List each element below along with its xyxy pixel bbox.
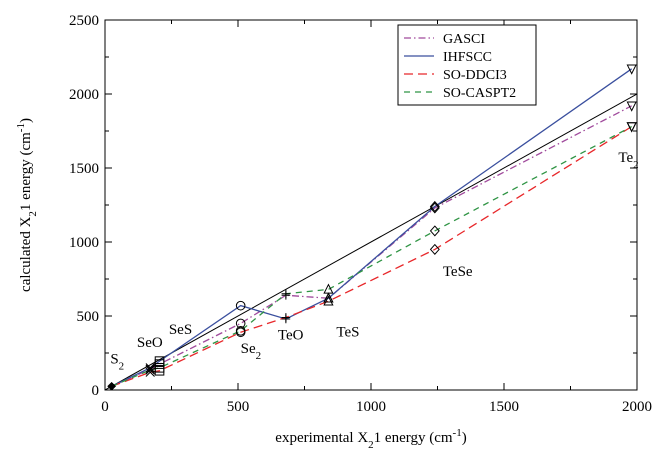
annotation-teo: TeO bbox=[278, 328, 304, 344]
marker-square-so-caspt2 bbox=[154, 363, 165, 373]
marker-diamond-so-ddci3 bbox=[429, 243, 440, 255]
marker-cross-so-ddci3 bbox=[145, 367, 155, 377]
annotation-ses: SeS bbox=[169, 322, 192, 338]
marker-triangle-down-gasci bbox=[626, 101, 637, 112]
legend: GASCI IHFSCC SO-DDCI3 SO-CASPT2 bbox=[397, 24, 537, 106]
y-axis-title: calculated X21 energy (cm-1) bbox=[15, 118, 39, 292]
x-axis-title-superscript: -1 bbox=[453, 427, 462, 439]
reference-line bbox=[105, 93, 637, 390]
annotation-te2-subscript: 2 bbox=[633, 159, 639, 171]
annotation-se2-text: Se bbox=[241, 341, 256, 357]
marker-triangle-up-ihfscc bbox=[323, 292, 334, 303]
y-tick-label: 0 bbox=[92, 383, 100, 399]
x-axis-title-text: experimental X bbox=[275, 430, 368, 446]
marker-triangle-down-ihfscc bbox=[626, 64, 637, 75]
y-tick-label: 1500 bbox=[69, 161, 99, 177]
annotation-se2-subscript: 2 bbox=[256, 350, 262, 362]
annotation-ses-text: SeS bbox=[169, 322, 192, 338]
y-tick-label: 2000 bbox=[69, 87, 99, 103]
marker-triangle-up-so-ddci3 bbox=[323, 295, 334, 306]
legend-label-so-ddci3: SO-DDCI3 bbox=[443, 68, 507, 83]
marker-diamond-ihfscc bbox=[429, 200, 440, 213]
x-tick-label: 500 bbox=[227, 399, 250, 415]
x-axis-title-subscript: 2 bbox=[368, 439, 374, 451]
annotation-te2: Te2 bbox=[618, 150, 638, 171]
x-axis-title: experimental X21 energy (cm-1) bbox=[275, 427, 466, 451]
x-tick-label: 0 bbox=[101, 399, 109, 415]
x-tick-label: 1500 bbox=[489, 399, 519, 415]
y-tick-label: 2500 bbox=[69, 13, 99, 29]
legend-label-gasci: GASCI bbox=[443, 32, 485, 47]
marker-s2-so-caspt2 bbox=[107, 382, 116, 390]
annotation-se2: Se2 bbox=[241, 341, 262, 362]
y-axis-title-text-3: ) bbox=[18, 118, 34, 123]
marker-cross-so-caspt2 bbox=[145, 365, 155, 375]
annotation-tes: TeS bbox=[336, 325, 359, 341]
y-tick-label: 500 bbox=[77, 309, 100, 325]
annotation-tes-text: TeS bbox=[336, 325, 359, 341]
series-line-so-ddci3 bbox=[111, 126, 633, 387]
x-tick-label: 2000 bbox=[622, 399, 652, 415]
y-axis-title-text-2: 1 energy (cm bbox=[18, 132, 34, 211]
marker-triangle-up-so-caspt2 bbox=[323, 283, 334, 294]
legend-label-so-caspt2: SO-CASPT2 bbox=[443, 86, 516, 101]
annotation-teo-text: TeO bbox=[278, 328, 304, 344]
annotation-seo-text: SeO bbox=[137, 335, 163, 351]
marker-plus-so-ddci3 bbox=[281, 313, 291, 322]
marker-plus-so-caspt2 bbox=[281, 289, 291, 299]
y-tick-label: 1000 bbox=[69, 235, 99, 251]
series-line-so-caspt2 bbox=[111, 125, 632, 387]
series-line-ihfscc bbox=[111, 68, 633, 387]
marker-circle-so-caspt2 bbox=[235, 326, 246, 336]
axes-layer: 0 500 1000 1500 2000 0 500 1000 1500 2000 2500 expe… bbox=[15, 13, 652, 451]
annotation-s2-text: S bbox=[110, 351, 118, 367]
markers bbox=[107, 64, 637, 390]
y-axis-title-subscript: 2 bbox=[27, 211, 39, 217]
y-axis-title-text: calculated X bbox=[18, 216, 34, 292]
marker-diamond-gasci bbox=[429, 202, 440, 214]
marker-triangle-down-so-caspt2 bbox=[626, 122, 637, 133]
marker-diamond-so-caspt2 bbox=[429, 225, 440, 237]
y-axis-title-superscript: -1 bbox=[15, 123, 27, 132]
annotation-tese-text: TeSe bbox=[443, 264, 473, 280]
x-axis-title-text-3: ) bbox=[462, 430, 467, 446]
marker-cross-ihfscc bbox=[145, 363, 155, 373]
series-line-gasci bbox=[111, 105, 632, 387]
x-axis-title-text-2: 1 energy (cm bbox=[374, 430, 453, 446]
marker-square-ihfscc bbox=[154, 356, 165, 366]
annotation-s2: S2 bbox=[110, 351, 124, 372]
plot-layer bbox=[105, 64, 637, 390]
annotation-tese: TeSe bbox=[443, 264, 473, 280]
legend-label-ihfscc: IHFSCC bbox=[443, 50, 492, 65]
marker-cross-gasci bbox=[145, 364, 155, 374]
annotation-te2-text: Te bbox=[618, 150, 633, 166]
marker-circle-ihfscc bbox=[235, 300, 246, 311]
x-tick-label: 1000 bbox=[356, 399, 386, 415]
annotation-s2-subscript: 2 bbox=[119, 360, 125, 372]
annotation-seo: SeO bbox=[137, 335, 163, 351]
